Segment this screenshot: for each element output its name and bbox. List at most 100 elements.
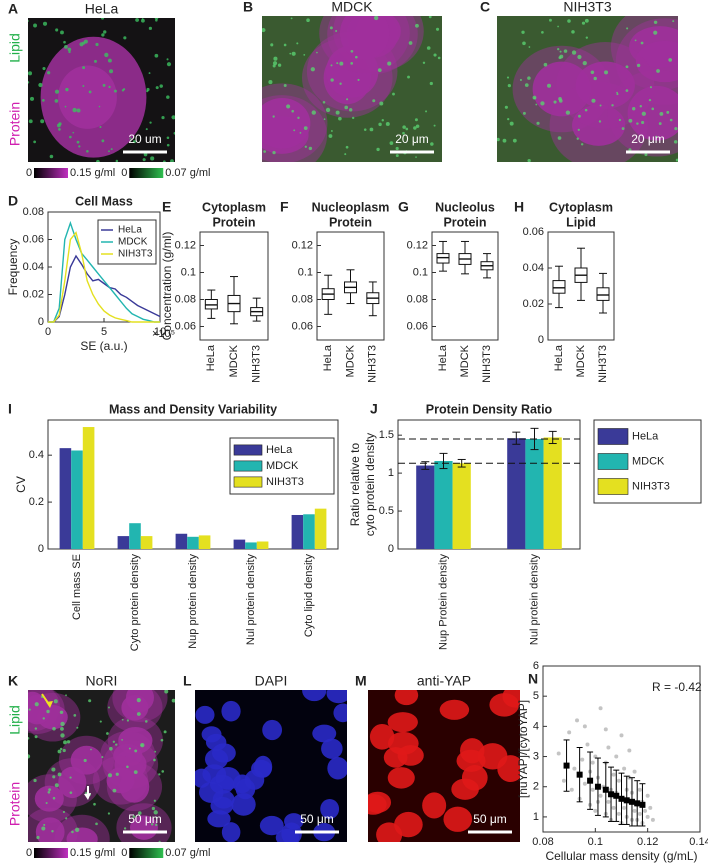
binned-mean — [563, 762, 570, 769]
nucleus — [275, 828, 300, 842]
bar — [303, 514, 315, 549]
nucleus — [28, 694, 52, 725]
panel-label: F — [280, 199, 289, 215]
chart-title: Cytoplasm — [549, 200, 613, 214]
lipid-droplet — [76, 108, 81, 113]
bar — [82, 427, 95, 549]
nucleus — [259, 815, 284, 836]
lipid-droplet — [339, 82, 342, 85]
nucleus — [575, 61, 635, 109]
nucleus — [210, 796, 234, 815]
nucleus — [387, 712, 418, 733]
nucleus — [460, 738, 485, 764]
lipid-droplet — [626, 27, 629, 30]
colorbar-min: 0 — [26, 167, 32, 179]
lipid-droplet — [395, 146, 399, 151]
lipid-droplet — [571, 50, 577, 55]
lipid-droplet — [33, 140, 37, 144]
lipid-droplet — [578, 114, 581, 118]
lipid-droplet — [616, 93, 619, 96]
lipid-droplet — [170, 159, 174, 162]
scatter-point — [622, 805, 627, 810]
binned-mean — [602, 786, 609, 793]
panel-label: H — [514, 199, 524, 215]
lipid-droplet — [28, 119, 33, 124]
lipid-droplet — [512, 138, 517, 143]
scale-bar-label: 20 um — [128, 132, 161, 146]
x-tick-label: Cyto protein density — [129, 554, 141, 652]
colorbar-min: 0 — [121, 847, 127, 859]
y-tick-label: 0.4 — [29, 449, 44, 461]
lipid-droplet — [128, 747, 131, 750]
lipid-droplet — [64, 105, 67, 108]
nucleus — [34, 785, 64, 812]
lipid-droplet — [335, 110, 340, 115]
lipid-droplet — [273, 56, 278, 61]
x-tick-label: Nul protein density — [245, 554, 257, 646]
lipid-droplet — [402, 125, 406, 129]
lipid-droplet — [73, 714, 77, 717]
lipid-droplet — [549, 18, 552, 22]
panel-title: anti-YAP — [417, 673, 471, 689]
lipid-droplet — [166, 58, 169, 61]
lipid-droplet — [644, 153, 648, 157]
lipid-droplet — [155, 823, 158, 827]
lipid-droplet — [346, 98, 349, 101]
lipid-droplet — [582, 60, 587, 66]
lipid-droplet — [408, 41, 413, 45]
lipid-droplet — [666, 110, 670, 114]
lipid-droplet — [42, 66, 46, 71]
lipid-droplet — [338, 116, 342, 121]
binned-mean — [623, 797, 630, 804]
panel-label: J — [370, 401, 378, 417]
lipid-droplet — [316, 51, 318, 54]
y-tick-label: 0.06 — [175, 320, 196, 332]
legend-label: MDCK — [118, 237, 148, 248]
x-tick-label: Nup protein density — [187, 554, 199, 649]
lipid-droplet — [283, 84, 287, 87]
lipid-droplet — [145, 128, 148, 131]
lipid-droplet — [140, 742, 145, 748]
lipid-droplet — [93, 59, 97, 63]
lipid-droplet — [63, 40, 66, 44]
nucleus — [422, 792, 447, 819]
y-axis-label: CV — [14, 476, 28, 493]
lipid-droplet — [96, 159, 100, 162]
lipid-droplet — [590, 70, 595, 75]
lipid-droplet — [415, 124, 420, 129]
scatter-point — [632, 808, 637, 813]
lipid-droplet — [63, 44, 68, 49]
lipid-droplet — [272, 64, 276, 68]
lipid-droplet — [506, 76, 510, 79]
panel-label: N — [528, 671, 538, 687]
y-tick-label: 0 — [538, 334, 544, 346]
nucleus — [321, 738, 343, 759]
lipid-droplet — [599, 104, 602, 107]
y-axis-label: cyto protein density — [363, 433, 377, 536]
scatter-point — [643, 808, 648, 813]
legend-swatch — [597, 428, 629, 445]
lipid-droplet — [651, 107, 655, 111]
nucleus — [212, 743, 236, 763]
nucleus — [195, 705, 215, 724]
lipid-droplet — [636, 63, 641, 68]
lipid-droplet — [154, 53, 159, 58]
lipid-droplet — [415, 23, 419, 28]
lipid-droplet — [134, 749, 138, 753]
lipid-droplet — [653, 20, 658, 25]
lipid-droplet — [151, 806, 155, 811]
lipid-droplet — [272, 150, 276, 155]
lipid-droplet — [47, 71, 51, 75]
scatter-point — [619, 733, 624, 738]
lipid-droplet — [62, 748, 66, 753]
y-tick-label: 0.1 — [181, 266, 196, 278]
lipid-droplet — [123, 827, 127, 830]
lipid-droplet — [311, 110, 316, 115]
panel-label: M — [355, 673, 367, 689]
lipid-droplet — [272, 61, 278, 66]
nucleus — [387, 767, 415, 789]
nucleus — [312, 724, 337, 743]
lipid-droplet — [166, 62, 172, 67]
lipid-droplet — [563, 49, 568, 53]
lipid-droplet — [33, 23, 37, 28]
